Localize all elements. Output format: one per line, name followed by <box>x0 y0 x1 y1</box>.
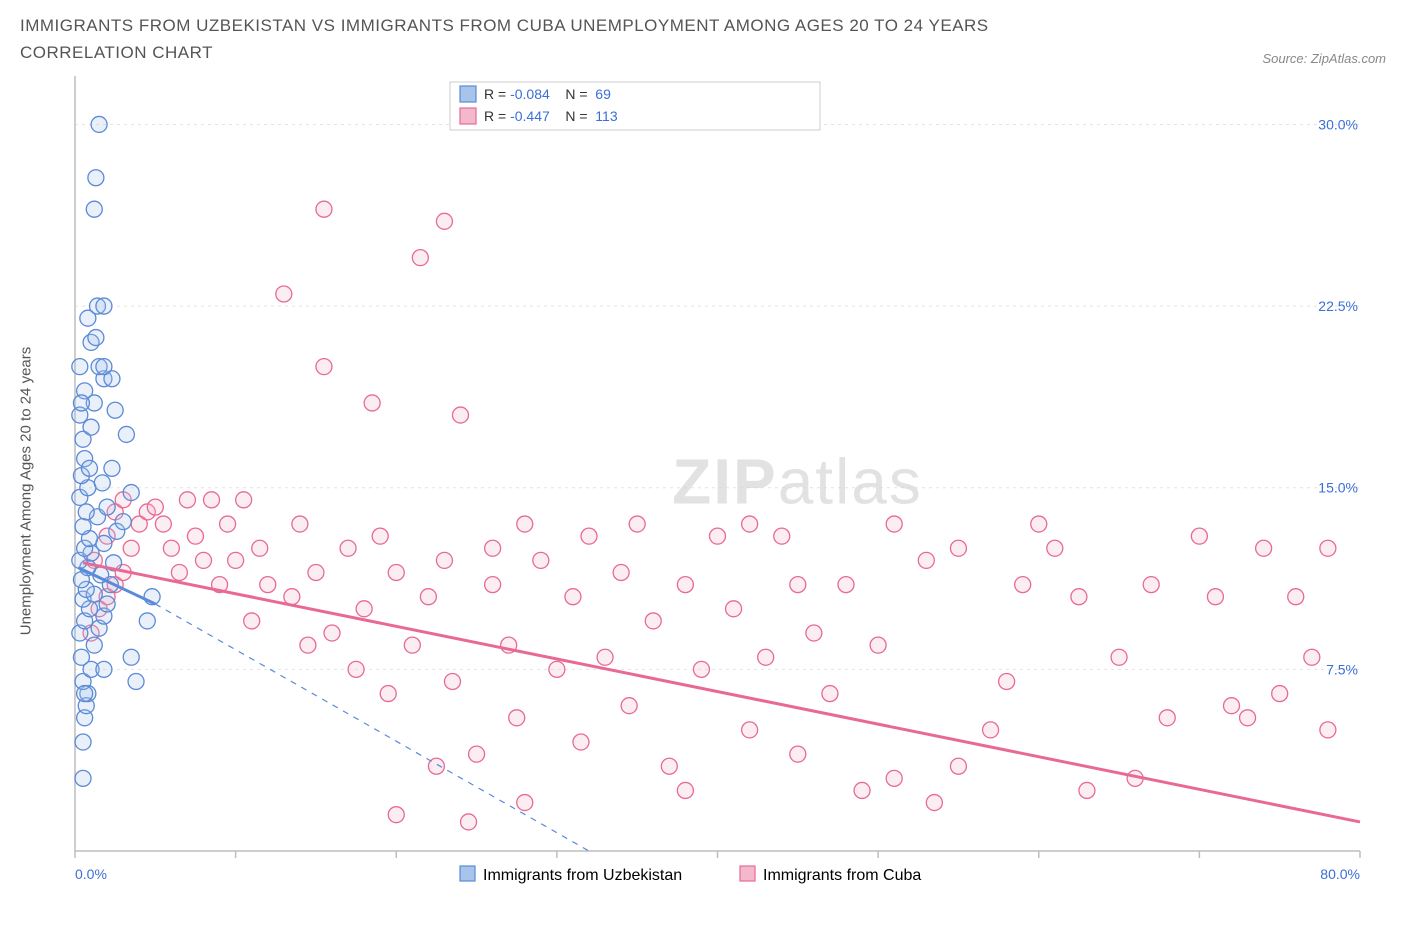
correlation-scatter-chart: 7.5% 15.0% 22.5% 30.0% ZIPatlas 0.0% 80.0% R = … <box>20 76 1386 906</box>
legend-series-label: Immigrants from Uzbekistan <box>483 867 682 884</box>
x-tick-label: 0.0% <box>75 866 107 882</box>
source-label: Source: ZipAtlas.com <box>1262 51 1386 66</box>
x-tick-label: 80.0% <box>1320 866 1360 882</box>
trend-line-extrapolated <box>155 604 589 851</box>
legend-series-label: Immigrants from Cuba <box>763 867 921 884</box>
y-tick-label: 22.5% <box>1318 298 1358 314</box>
chart-title: IMMIGRANTS FROM UZBEKISTAN VS IMMIGRANTS… <box>20 12 1120 66</box>
y-tick-label: 7.5% <box>1326 662 1358 678</box>
legend-correlation-row: R = -0.084 N = 69 <box>484 86 611 102</box>
legend-swatch <box>460 86 476 102</box>
chart-container: Unemployment Among Ages 20 to 24 years 7… <box>20 76 1386 906</box>
y-axis-label: Unemployment Among Ages 20 to 24 years <box>18 347 35 636</box>
watermark: ZIPatlas <box>672 446 923 518</box>
series-immigrants-from-uzbekistan <box>72 117 160 787</box>
trend-line <box>83 563 1360 822</box>
y-tick-label: 30.0% <box>1318 117 1358 133</box>
legend-correlation-row: R = -0.447 N = 113 <box>484 108 618 124</box>
legend-swatch <box>740 866 755 881</box>
legend-swatch <box>460 866 475 881</box>
legend-swatch <box>460 108 476 124</box>
y-tick-label: 15.0% <box>1318 480 1358 496</box>
